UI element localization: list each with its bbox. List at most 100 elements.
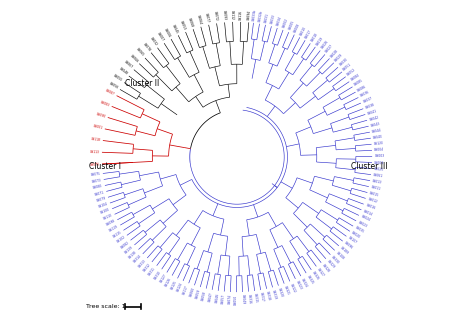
Text: GS008: GS008 [293,23,301,33]
Text: GS011: GS011 [371,185,381,191]
Text: GS189: GS189 [339,246,349,255]
Text: GS322: GS322 [289,283,296,293]
Text: GS325: GS325 [306,274,314,285]
Text: GS033: GS033 [270,14,276,25]
Text: GS317: GS317 [259,292,265,302]
Text: GS004: GS004 [374,148,384,152]
Text: GS015: GS015 [369,191,380,198]
Text: GS115: GS115 [112,230,123,239]
Text: GS058: GS058 [201,290,208,301]
Text: GS104: GS104 [98,202,109,209]
Text: GS329: GS329 [326,259,336,269]
Text: GS327: GS327 [316,267,325,277]
Text: GS033b: GS033b [252,9,257,21]
Text: GS035: GS035 [354,226,365,234]
Text: GS108: GS108 [335,250,345,260]
Text: GS315: GS315 [253,293,258,303]
Text: GS034: GS034 [276,16,283,26]
Text: GS061: GS061 [373,173,383,178]
Text: GS003: GS003 [374,154,384,158]
Text: GS324: GS324 [300,277,309,288]
Text: GS002: GS002 [282,18,289,28]
Text: GS042: GS042 [369,115,379,122]
Text: GS077: GS077 [204,12,210,23]
Text: GS328: GS328 [321,263,330,273]
Text: GS323: GS323 [294,280,302,291]
Text: GS310: GS310 [153,270,162,281]
Text: GS052: GS052 [346,68,357,77]
Text: GS038: GS038 [365,102,375,110]
Text: GS041: GS041 [367,109,377,116]
Text: GS043: GS043 [370,121,381,128]
Text: GS032b: GS032b [258,9,264,22]
Text: GS001: GS001 [92,124,103,130]
Text: GS074: GS074 [228,294,232,304]
Text: GS018: GS018 [310,32,319,43]
Text: GS017: GS017 [304,29,313,39]
Text: GS117: GS117 [182,284,190,295]
Text: GS040: GS040 [373,134,383,140]
Text: GS087: GS087 [105,88,116,96]
Text: GS120: GS120 [374,141,384,146]
Text: GS119: GS119 [109,225,119,233]
Text: GS006: GS006 [163,27,172,38]
Text: GS026: GS026 [320,40,329,50]
Text: GS107: GS107 [347,236,357,245]
Text: GS080: GS080 [92,184,103,190]
Text: GS326: GS326 [311,271,320,281]
Text: GS010: GS010 [299,26,307,36]
Text: GS064: GS064 [196,14,202,25]
Text: GS313: GS313 [137,258,147,268]
Text: Cluster I: Cluster I [89,162,121,171]
Text: GS079: GS079 [96,196,107,203]
Text: GS102: GS102 [116,235,126,244]
Text: GS083: GS083 [100,100,110,107]
Text: GS316: GS316 [247,294,252,304]
Text: GS020: GS020 [351,231,361,240]
Text: GS009: GS009 [374,161,384,165]
Text: GS116: GS116 [239,9,243,20]
Text: GS124: GS124 [176,282,184,293]
Text: GS075: GS075 [91,172,101,177]
Text: GS057: GS057 [221,294,226,304]
Text: GS066: GS066 [129,54,139,63]
Text: GS096: GS096 [343,241,354,250]
Text: GS138: GS138 [128,250,138,259]
Text: GS036: GS036 [359,90,370,98]
Text: GS049: GS049 [241,294,245,304]
Text: GS050: GS050 [234,294,238,305]
Text: GS059: GS059 [195,289,201,300]
Text: GS047: GS047 [208,292,214,302]
Text: GS007: GS007 [156,32,164,43]
Text: GS027: GS027 [325,44,335,54]
Text: GS031: GS031 [264,12,270,23]
Text: GS321: GS321 [283,285,290,296]
Text: GS113: GS113 [90,150,100,154]
Text: GS125: GS125 [170,280,178,290]
Text: GS005: GS005 [288,20,295,31]
Text: GS086: GS086 [356,84,367,93]
Text: GS028: GS028 [329,48,339,58]
Text: GS065: GS065 [135,47,145,58]
Text: GS319: GS319 [271,289,278,300]
Text: GS318: GS318 [265,291,271,301]
Text: GS037: GS037 [362,96,373,104]
Text: GS016: GS016 [365,203,376,210]
Text: GS093: GS093 [221,10,227,20]
Text: GS098: GS098 [105,219,116,227]
Text: GS044: GS044 [372,128,382,134]
Text: GS094: GS094 [247,10,252,20]
Text: GS076: GS076 [90,162,100,167]
Text: GS078: GS078 [142,42,151,52]
Text: GS024: GS024 [360,215,371,222]
Text: GS084: GS084 [350,73,361,82]
Text: GS068: GS068 [187,17,194,28]
Text: GS032: GS032 [149,37,158,47]
Text: GS311: GS311 [148,266,157,277]
Text: GS072: GS072 [213,11,218,22]
Text: GS013: GS013 [372,179,383,185]
Text: GS029: GS029 [334,53,344,62]
Text: Tree scale: 1: Tree scale: 1 [86,304,125,309]
Text: GS023: GS023 [357,220,368,228]
Text: GS314: GS314 [133,254,143,264]
